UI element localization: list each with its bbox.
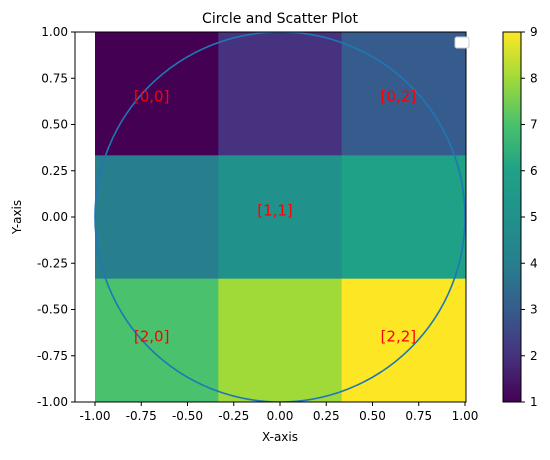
legend-box bbox=[454, 36, 470, 49]
circle-layer bbox=[94, 32, 466, 402]
y-tick-label: 0.25 bbox=[41, 164, 68, 178]
x-tick-label: 0.75 bbox=[405, 409, 432, 423]
cell-label: [0,2] bbox=[381, 88, 417, 106]
x-axis-label: X-axis bbox=[262, 430, 298, 444]
x-tick-label: -0.50 bbox=[172, 409, 203, 423]
heatmap-cell bbox=[95, 32, 219, 156]
heatmap-cell bbox=[341, 155, 466, 280]
x-tick-label: -0.25 bbox=[218, 409, 249, 423]
heatmap-cells bbox=[95, 32, 466, 403]
y-tick-label: 0.50 bbox=[41, 118, 68, 132]
x-tick-label: 1.00 bbox=[452, 409, 479, 423]
x-axis-ticks: -1.00 -0.75 -0.50 -0.25 0.00 0.25 0.50 0.75 1.00 bbox=[79, 402, 478, 423]
y-tick-label: -1.00 bbox=[37, 395, 68, 409]
cell-label: [1,1] bbox=[257, 202, 293, 220]
heatmap-cell bbox=[341, 32, 466, 156]
colorbar-tick-label: 8 bbox=[530, 71, 538, 85]
y-axis-label: Y-axis bbox=[10, 200, 24, 235]
x-tick-label: -1.00 bbox=[79, 409, 110, 423]
heatmap-cell bbox=[95, 155, 219, 280]
colorbar-tick-label: 9 bbox=[530, 25, 538, 39]
colorbar-tick-label: 7 bbox=[530, 118, 538, 132]
x-tick-label: 0.00 bbox=[267, 409, 294, 423]
heatmap-cell bbox=[218, 155, 343, 280]
colorbar-tick-label: 4 bbox=[530, 256, 538, 270]
cell-label: [0,0] bbox=[134, 88, 170, 106]
x-tick-label: 0.25 bbox=[313, 409, 340, 423]
colorbar-tick-label: 1 bbox=[530, 395, 538, 409]
heatmap-cell bbox=[218, 278, 343, 403]
y-tick-label: -0.50 bbox=[37, 303, 68, 317]
y-axis-ticks: -1.00 -0.75 -0.50 -0.25 0.00 0.25 0.50 0.75 1.00 bbox=[37, 25, 75, 409]
colorbar bbox=[502, 31, 522, 403]
y-tick-label: -0.25 bbox=[37, 256, 68, 270]
chart-title: Circle and Scatter Plot bbox=[202, 11, 358, 27]
heatmap-cell bbox=[95, 278, 219, 403]
y-tick-label: 0.75 bbox=[41, 71, 68, 85]
colorbar-ticks: 1 2 3 4 5 6 7 8 9 bbox=[521, 25, 538, 409]
cell-label: [2,2] bbox=[381, 328, 417, 346]
colorbar-tick-label: 2 bbox=[530, 349, 538, 363]
colorbar-tick-label: 5 bbox=[530, 210, 538, 224]
colorbar-tick-label: 6 bbox=[530, 164, 538, 178]
colorbar-tick-label: 3 bbox=[530, 303, 538, 317]
y-tick-label: 0.00 bbox=[41, 210, 68, 224]
x-tick-label: 0.50 bbox=[359, 409, 386, 423]
y-tick-label: -0.75 bbox=[37, 349, 68, 363]
circle-line bbox=[94, 32, 466, 402]
y-tick-label: 1.00 bbox=[41, 25, 68, 39]
heatmap-cell bbox=[218, 32, 343, 156]
cell-labels: [0,0] [0,2] [1,1] [2,0] [2,2] bbox=[134, 88, 416, 346]
x-tick-label: -0.75 bbox=[126, 409, 157, 423]
cell-label: [2,0] bbox=[134, 328, 170, 346]
